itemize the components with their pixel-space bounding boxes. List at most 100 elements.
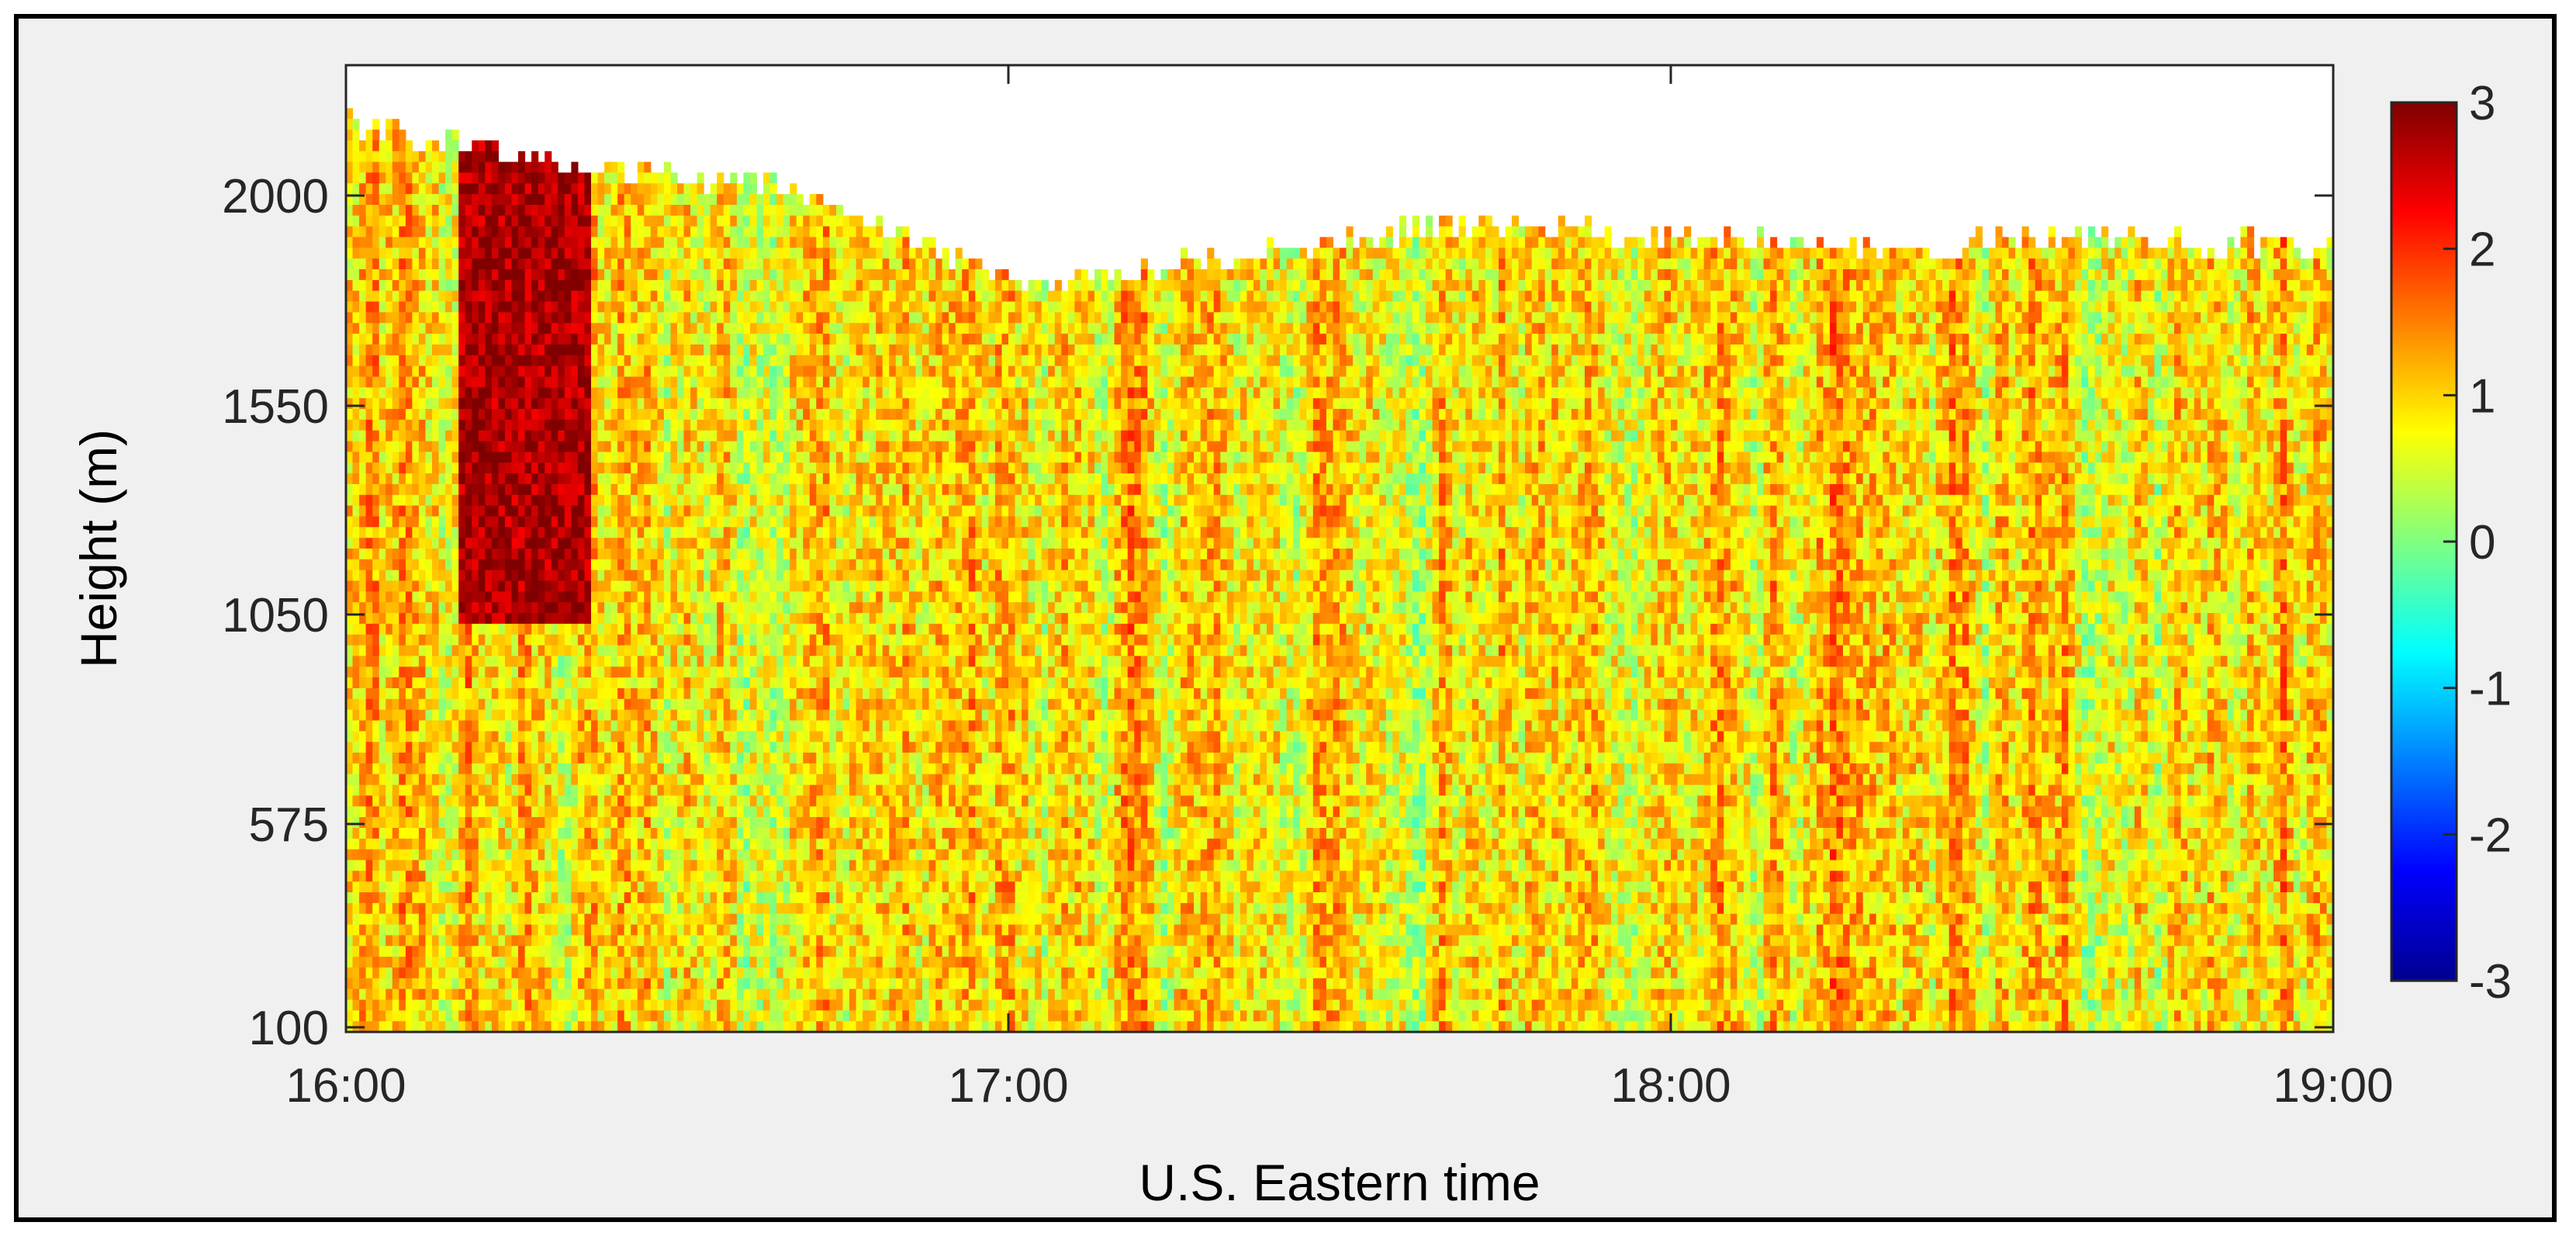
heatmap-cell: [491, 279, 499, 292]
heatmap-cell: [564, 570, 572, 582]
heatmap-cell: [637, 355, 645, 367]
heatmap-cell: [491, 763, 499, 775]
heatmap-cell: [704, 838, 711, 850]
heatmap-cell: [591, 494, 599, 507]
heatmap-cell: [405, 140, 413, 152]
heatmap-cell: [644, 559, 652, 571]
heatmap-cell: [650, 946, 658, 957]
heatmap-cell: [736, 215, 744, 227]
heatmap-cell: [359, 505, 367, 517]
heatmap-cell: [637, 935, 645, 947]
heatmap-cell: [432, 634, 440, 646]
heatmap-cell: [438, 151, 446, 163]
heatmap-cell: [704, 988, 711, 1000]
heatmap-cell: [743, 248, 751, 259]
heatmap-cell: [418, 172, 426, 184]
heatmap-cell: [577, 441, 585, 452]
heatmap-cell: [346, 946, 354, 957]
heatmap-cell: [359, 656, 367, 667]
heatmap-cell: [372, 988, 380, 1000]
heatmap-cell: [591, 215, 599, 227]
heatmap-cell: [511, 290, 519, 303]
heatmap-cell: [610, 645, 618, 656]
heatmap-cell: [445, 731, 453, 743]
heatmap-cell: [386, 376, 393, 388]
heatmap-cell: [518, 452, 526, 463]
heatmap-cell: [478, 1021, 486, 1032]
heatmap-cell: [677, 376, 685, 388]
heatmap-cell: [392, 323, 399, 334]
heatmap-cell: [663, 623, 671, 635]
heatmap-cell: [663, 549, 671, 560]
heatmap-cell: [412, 215, 420, 227]
heatmap-cell: [511, 591, 519, 603]
heatmap-cell: [524, 483, 532, 496]
heatmap-cell: [657, 409, 665, 421]
heatmap-cell: [538, 290, 545, 303]
heatmap-cell: [458, 753, 466, 764]
heatmap-cell: [498, 452, 506, 463]
heatmap-cell: [472, 334, 479, 345]
heatmap-cell: [418, 494, 426, 507]
heatmap-cell: [472, 978, 479, 990]
heatmap-cell: [723, 871, 731, 882]
heatmap-cell: [683, 957, 691, 968]
heatmap-cell: [412, 462, 420, 474]
heatmap-cell: [657, 430, 665, 442]
heatmap-cell: [518, 344, 526, 356]
heatmap-cell: [663, 387, 671, 399]
heatmap-cell: [432, 784, 440, 796]
heatmap-cell: [418, 355, 426, 367]
heatmap-cell: [472, 290, 479, 303]
heatmap-cell: [644, 215, 652, 227]
heatmap-cell: [743, 549, 751, 560]
heatmap-cell: [749, 376, 757, 388]
heatmap-cell: [472, 795, 479, 807]
heatmap-cell: [445, 698, 453, 711]
heatmap-cell: [438, 387, 446, 399]
heatmap-cell: [558, 1010, 565, 1022]
heatmap-cell: [551, 709, 558, 722]
heatmap-cell: [631, 817, 638, 829]
heatmap-cell: [644, 172, 652, 184]
heatmap-cell: [386, 613, 393, 625]
heatmap-cell: [365, 924, 373, 936]
heatmap-cell: [697, 237, 704, 248]
heatmap-cell: [518, 516, 526, 528]
heatmap-cell: [749, 183, 757, 195]
heatmap-cell: [584, 248, 592, 259]
heatmap-cell: [637, 237, 645, 248]
heatmap-cell: [485, 913, 493, 926]
heatmap-cell: [723, 215, 731, 227]
heatmap-cell: [644, 645, 652, 656]
heatmap-cell: [650, 237, 658, 248]
heatmap-cell: [697, 656, 704, 667]
heatmap-cell: [683, 355, 691, 367]
heatmap-cell: [650, 742, 658, 753]
heatmap-cell: [571, 430, 579, 442]
heatmap-cell: [405, 248, 413, 259]
heatmap-cell: [571, 301, 579, 313]
heatmap-cell: [558, 677, 565, 689]
heatmap-cell: [359, 817, 367, 829]
heatmap-cell: [465, 1010, 472, 1022]
heatmap-cell: [511, 623, 519, 635]
heatmap-cell: [445, 957, 453, 968]
heatmap-cell: [432, 483, 440, 496]
heatmap-cell: [505, 312, 513, 324]
heatmap-cell: [545, 913, 552, 926]
heatmap-cell: [617, 419, 625, 431]
heatmap-cell: [372, 387, 380, 399]
heatmap-cell: [743, 742, 751, 753]
heatmap-cell: [425, 881, 433, 893]
heatmap-cell: [743, 688, 751, 700]
heatmap-cell: [624, 398, 631, 410]
heatmap-cell: [386, 387, 393, 399]
heatmap-cell: [418, 924, 426, 936]
heatmap-cell: [538, 344, 545, 356]
heatmap-cell: [704, 946, 711, 957]
heatmap-cell: [637, 806, 645, 818]
heatmap-cell: [405, 505, 413, 517]
heatmap-cell: [624, 248, 631, 259]
heatmap-cell: [372, 720, 380, 732]
